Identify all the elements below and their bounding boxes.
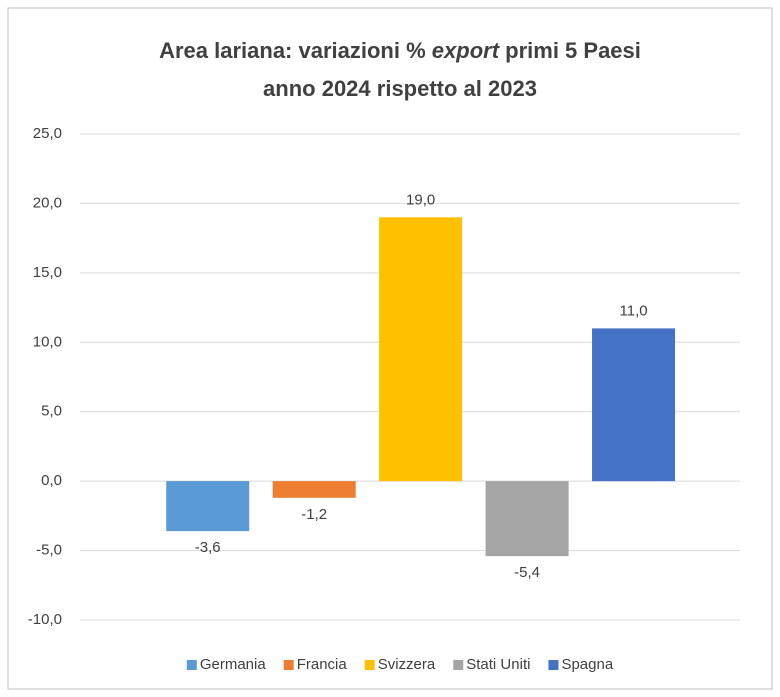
legend-label: Stati Uniti <box>466 656 530 673</box>
legend-swatch <box>453 660 464 670</box>
legend-label: Svizzera <box>378 656 436 673</box>
data-label: 11,0 <box>620 302 648 319</box>
y-tick-label: 0,0 <box>41 472 62 489</box>
y-tick-label: -5,0 <box>36 542 62 559</box>
y-tick-label: 10,0 <box>33 333 62 350</box>
title-part: export <box>432 38 501 63</box>
legend: Germania Francia Svizzera Stati Uniti Spagna <box>186 656 614 673</box>
legend-swatch <box>186 660 197 670</box>
bar <box>272 481 356 498</box>
legend-label: Germania <box>200 656 267 673</box>
legend-label: Francia <box>297 656 348 673</box>
legend-swatch <box>283 660 294 670</box>
bar <box>485 481 569 557</box>
y-tick-label: 20,0 <box>33 194 62 211</box>
legend-swatch <box>548 660 559 670</box>
legend-label: Spagna <box>561 656 613 673</box>
chart-title: Area lariana: variazioni % export primi … <box>159 38 641 63</box>
data-label: 19,0 <box>406 191 435 208</box>
title-part: primi 5 Paesi <box>505 38 641 63</box>
data-label: -5,4 <box>514 564 540 581</box>
data-label: -3,6 <box>195 539 221 556</box>
legend-swatch <box>364 660 375 670</box>
y-tick-label: 15,0 <box>33 264 62 281</box>
chart-subtitle: anno 2024 rispetto al 2023 <box>263 76 537 101</box>
y-tick-label: -10,0 <box>28 611 62 628</box>
bar <box>379 217 463 482</box>
bar <box>592 328 676 482</box>
y-tick-label: 25,0 <box>33 125 62 142</box>
data-label: -1,2 <box>301 506 327 523</box>
title-part: Area lariana: variazioni % <box>159 38 426 63</box>
bar <box>166 481 250 532</box>
y-tick-label: 5,0 <box>41 403 62 420</box>
